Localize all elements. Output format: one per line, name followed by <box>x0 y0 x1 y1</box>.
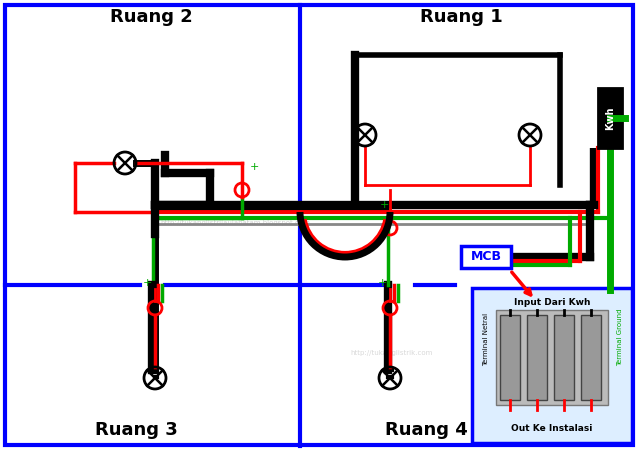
Bar <box>472 288 632 443</box>
Text: +: + <box>143 278 152 288</box>
Text: +: + <box>250 162 259 172</box>
Text: Ruang 2: Ruang 2 <box>110 8 193 26</box>
Text: Ruang 4: Ruang 4 <box>385 421 468 439</box>
Bar <box>500 315 520 400</box>
Text: Out Ke Instalasi: Out Ke Instalasi <box>511 424 593 433</box>
Bar <box>496 310 608 405</box>
Bar <box>554 315 574 400</box>
Text: http://tukanglistrik.com: http://tukanglistrik.com <box>350 350 433 356</box>
Bar <box>527 315 547 400</box>
Text: Terminal Ground: Terminal Ground <box>617 309 623 367</box>
Text: Terminal Netral: Terminal Netral <box>483 313 489 367</box>
Text: Ruang 1: Ruang 1 <box>420 8 503 26</box>
Text: +: + <box>380 200 389 210</box>
Text: Kwh: Kwh <box>605 106 615 130</box>
Text: MCB: MCB <box>470 250 502 263</box>
Text: http://tukanglistrilaulabatam.blogspot.com: http://tukanglistrilaulabatam.blogspot.c… <box>160 220 310 226</box>
Bar <box>598 88 622 148</box>
FancyBboxPatch shape <box>461 246 511 268</box>
Text: +: + <box>378 278 387 288</box>
Bar <box>581 315 601 400</box>
Text: Ruang 3: Ruang 3 <box>95 421 178 439</box>
Text: Input Dari Kwh: Input Dari Kwh <box>514 298 590 307</box>
